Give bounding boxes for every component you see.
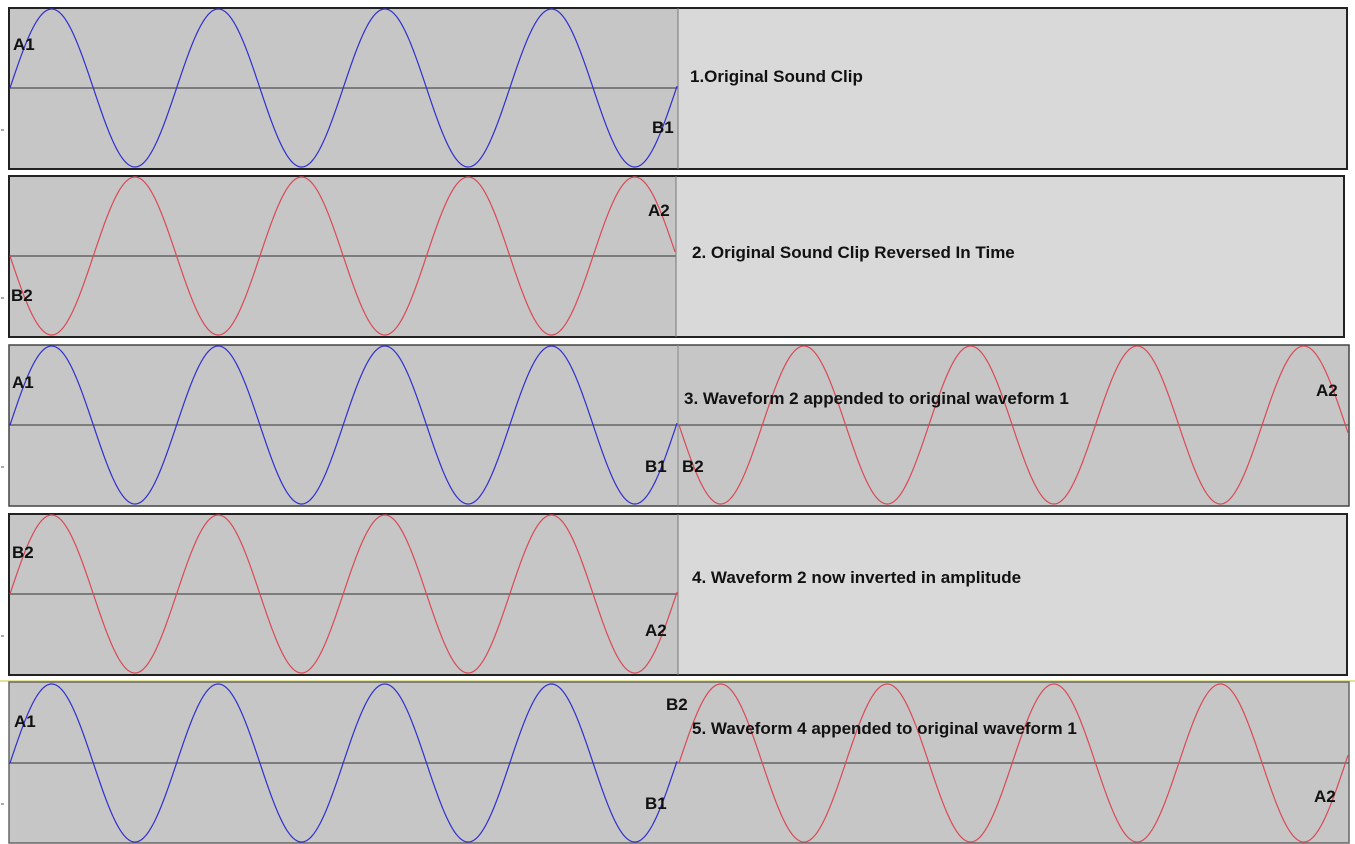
panel-5-label-b1: B1 xyxy=(645,794,667,813)
panel-4-caption-box xyxy=(678,514,1347,675)
panel-5-waveform-original xyxy=(9,683,678,843)
panel-2-label-a2: A2 xyxy=(648,201,670,220)
panel-3-caption: 3. Waveform 2 appended to original wavef… xyxy=(684,389,1069,408)
panel-3-waveform-appended xyxy=(678,345,1349,505)
panel-4-label-b2: B2 xyxy=(12,543,34,562)
panel-3-waveform-original xyxy=(9,345,678,505)
panel-5-label-a1: A1 xyxy=(14,712,36,731)
panel-1-label-b1: B1 xyxy=(652,118,674,137)
left-margin-ticks xyxy=(1,129,4,805)
panel-4-waveform-inverted xyxy=(9,514,678,674)
panel-5-label-a2: A2 xyxy=(1314,787,1336,806)
panel-3-label-a2: A2 xyxy=(1316,381,1338,400)
panel-2: 2. Original Sound Clip Reversed In Time … xyxy=(8,175,1345,338)
panel-3-label-a1: A1 xyxy=(12,373,34,392)
panel-4: 4. Waveform 2 now inverted in amplitude … xyxy=(8,513,1348,676)
panel-1: 1.Original Sound Clip A1 B1 xyxy=(8,7,1348,170)
panel-1-caption: 1.Original Sound Clip xyxy=(690,67,863,86)
panel-2-waveform-reversed xyxy=(9,176,676,336)
panel-2-caption: 2. Original Sound Clip Reversed In Time xyxy=(692,243,1015,262)
panel-5: 5. Waveform 4 appended to original wavef… xyxy=(0,680,1355,844)
panel-3-label-b2: B2 xyxy=(682,457,704,476)
panel-5-waveform-appended xyxy=(678,683,1349,843)
panel-1-caption-box xyxy=(678,8,1347,169)
panel-5-label-b2: B2 xyxy=(666,695,688,714)
panel-4-caption: 4. Waveform 2 now inverted in amplitude xyxy=(692,568,1021,587)
panel-2-caption-box xyxy=(676,176,1344,337)
panel-4-label-a2: A2 xyxy=(645,621,667,640)
panel-1-label-a1: A1 xyxy=(13,35,35,54)
panel-2-label-b2: B2 xyxy=(11,286,33,305)
panel-5-caption: 5. Waveform 4 appended to original wavef… xyxy=(692,719,1077,738)
panel-1-waveform-original xyxy=(9,8,678,168)
panel-3-label-b1: B1 xyxy=(645,457,667,476)
panel-3: 3. Waveform 2 appended to original wavef… xyxy=(8,344,1350,507)
